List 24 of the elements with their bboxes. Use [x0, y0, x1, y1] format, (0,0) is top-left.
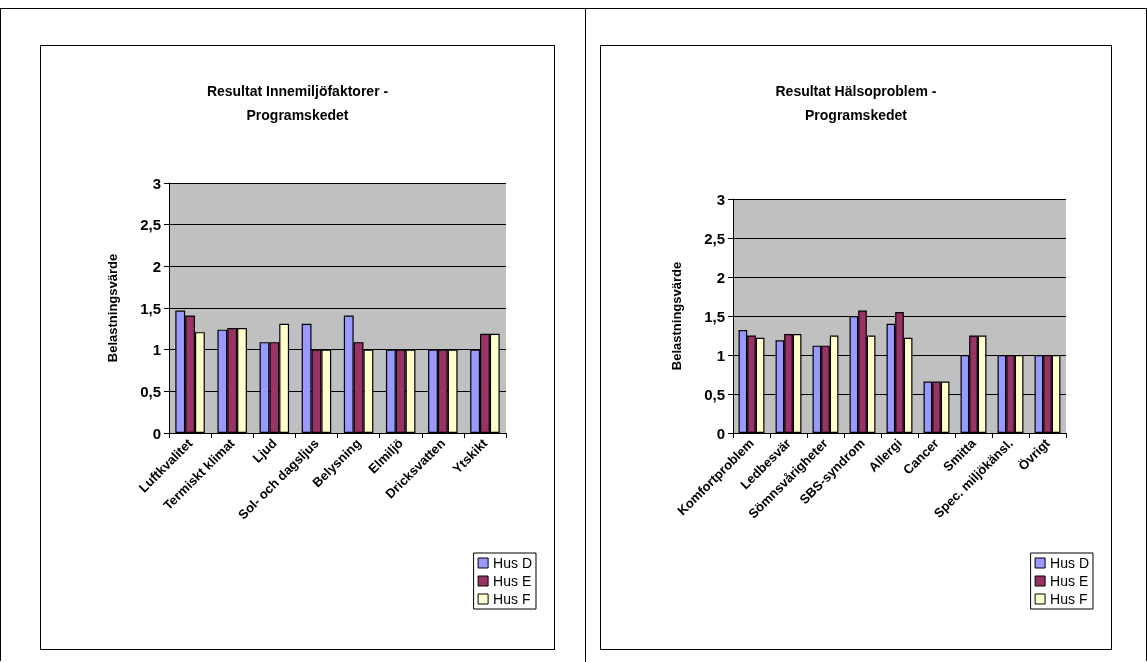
y-tick-label: 1,5 [704, 307, 725, 325]
y-tick-label: 2,5 [140, 216, 161, 234]
legend-label: Hus D [493, 555, 533, 571]
y-tick-label: 2 [152, 257, 161, 275]
chart-title: Resultat Innemiljöfaktorer - Programskedet [206, 83, 389, 123]
y-axis-title: Belastningsvärde [669, 261, 684, 371]
legend-label: Hus E [1050, 573, 1089, 589]
y-tick-label: 0 [152, 424, 161, 442]
chart-title: Resultat Hälsoproblem - Programskedet [775, 83, 937, 123]
legend-label: Hus D [1050, 555, 1090, 571]
y-tick-label: 3 [152, 174, 161, 192]
y-axis-title: Belastningsvärde [105, 253, 120, 363]
y-tick-label: 1 [152, 341, 161, 359]
y-tick-label: 2,5 [704, 229, 725, 247]
y-tick-label: 0,5 [140, 382, 161, 400]
y-tick-label: 1,5 [140, 299, 161, 317]
y-tick-label: 0 [716, 424, 725, 442]
y-tick-label: 2 [716, 268, 725, 286]
y-tick-label: 0,5 [704, 385, 725, 403]
legend-label: Hus E [493, 573, 532, 589]
y-tick-label: 3 [716, 190, 725, 208]
legend-label: Hus F [1050, 591, 1088, 607]
y-tick-label: 1 [716, 346, 725, 364]
legend-label: Hus F [493, 591, 531, 607]
